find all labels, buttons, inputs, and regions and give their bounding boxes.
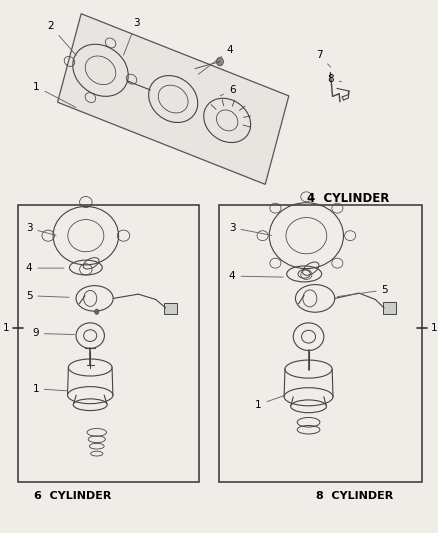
Text: 1: 1 (430, 322, 437, 333)
Polygon shape (57, 14, 288, 184)
Text: 2: 2 (47, 21, 76, 55)
Circle shape (216, 58, 223, 66)
Text: 4  CYLINDER: 4 CYLINDER (306, 192, 388, 205)
Text: 4: 4 (198, 45, 233, 74)
Text: 6  CYLINDER: 6 CYLINDER (34, 491, 111, 502)
Text: 5: 5 (337, 285, 387, 296)
Text: 1: 1 (32, 384, 67, 394)
Circle shape (94, 309, 99, 314)
Text: 3: 3 (228, 223, 271, 236)
Text: 1: 1 (3, 322, 9, 333)
Bar (18, 205, 199, 482)
Text: 3: 3 (123, 18, 139, 55)
Text: 6: 6 (220, 85, 235, 96)
Text: 8: 8 (326, 75, 341, 84)
Text: 4: 4 (26, 263, 64, 273)
Text: 7: 7 (315, 51, 330, 67)
Text: 5: 5 (26, 290, 69, 301)
Text: 1: 1 (254, 395, 283, 410)
Text: 9: 9 (32, 328, 74, 338)
Bar (164, 303, 176, 314)
Text: 1: 1 (33, 82, 76, 108)
Text: 4: 4 (228, 271, 283, 281)
Bar (382, 302, 395, 314)
Text: 8  CYLINDER: 8 CYLINDER (316, 491, 393, 502)
Text: 3: 3 (26, 223, 56, 235)
Bar (219, 205, 421, 482)
